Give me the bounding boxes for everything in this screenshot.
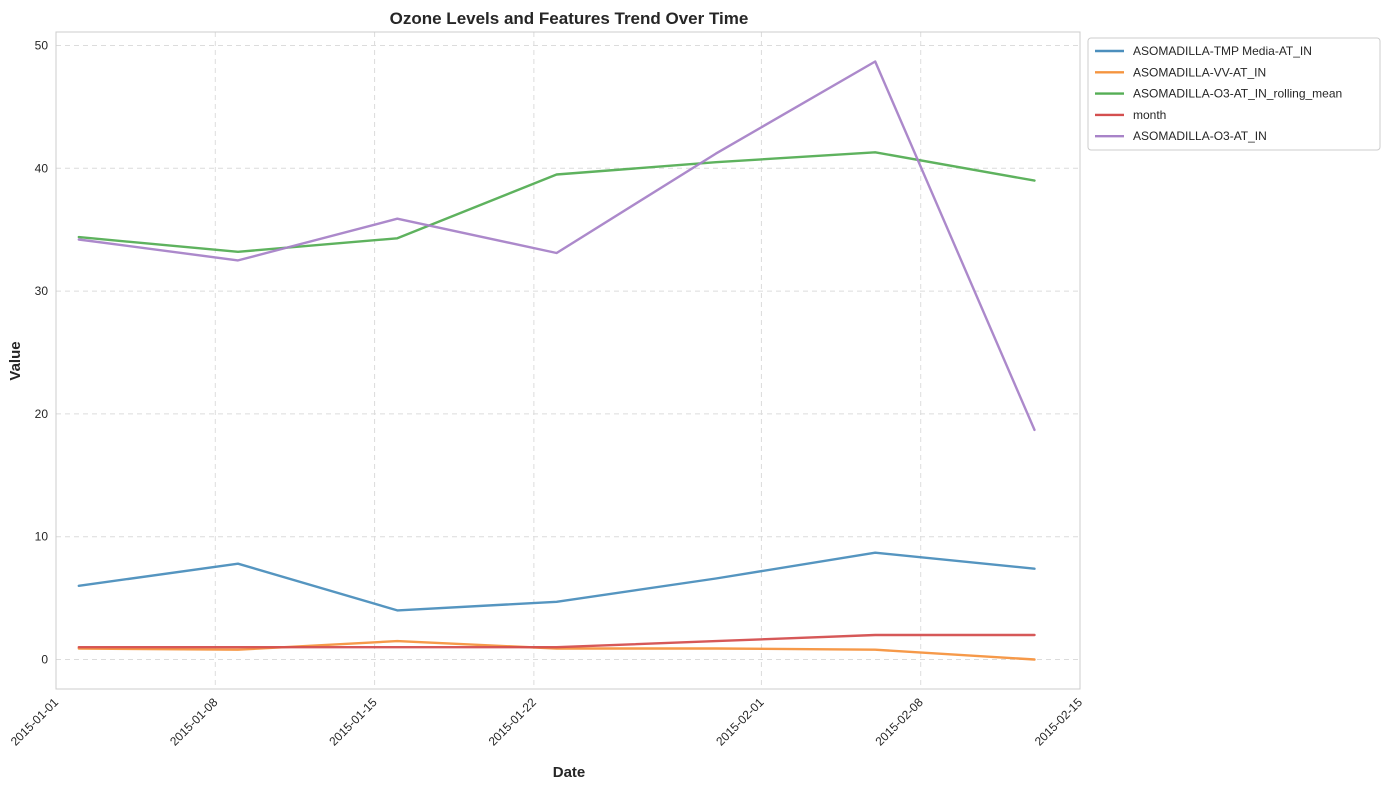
x-tick-label: 2015-02-01 — [713, 695, 767, 749]
legend-label: ASOMADILLA-O3-AT_IN_rolling_mean — [1133, 87, 1342, 101]
x-tick-label: 2015-02-15 — [1032, 695, 1086, 749]
legend-label: ASOMADILLA-VV-AT_IN — [1133, 65, 1266, 79]
series-line-4 — [77, 633, 1036, 649]
y-tick-label: 30 — [35, 284, 49, 298]
legend: ASOMADILLA-TMP Media-AT_IN ASOMADILLA-VV-… — [1087, 37, 1381, 151]
legend-label: month — [1133, 108, 1166, 122]
y-tick-label: 40 — [35, 161, 49, 175]
legend-label: ASOMADILLA-O3-AT_IN — [1133, 129, 1267, 143]
series-line-1 — [77, 551, 1036, 612]
y-tick-label: 0 — [41, 653, 48, 667]
x-tick-label: 2015-02-08 — [873, 695, 927, 749]
y-tick-label: 10 — [35, 530, 49, 544]
x-axis-label: Date — [553, 764, 586, 781]
grid — [55, 32, 1081, 689]
series-line-5 — [77, 60, 1036, 432]
series-line-2 — [77, 639, 1036, 661]
x-tick-label: 2015-01-15 — [326, 695, 380, 749]
legend-frame — [1087, 37, 1381, 151]
tick-labels: 2015-01-01 2015-01-08 2015-01-15 2015-01-22… — [8, 39, 1086, 749]
x-tick-label: 2015-01-01 — [8, 695, 62, 749]
y-tick-label: 50 — [35, 39, 49, 53]
series-line-3 — [77, 151, 1036, 254]
series-layer — [77, 60, 1036, 661]
y-tick-label: 20 — [35, 407, 49, 421]
plot-frame — [55, 31, 1081, 690]
legend-label: ASOMADILLA-TMP Media-AT_IN — [1133, 44, 1312, 58]
chart-title: Ozone Levels and Features Trend Over Tim… — [390, 9, 749, 28]
x-tick-label: 2015-01-22 — [486, 695, 540, 749]
y-axis-label: Value — [7, 341, 24, 380]
x-tick-label: 2015-01-08 — [167, 695, 221, 749]
